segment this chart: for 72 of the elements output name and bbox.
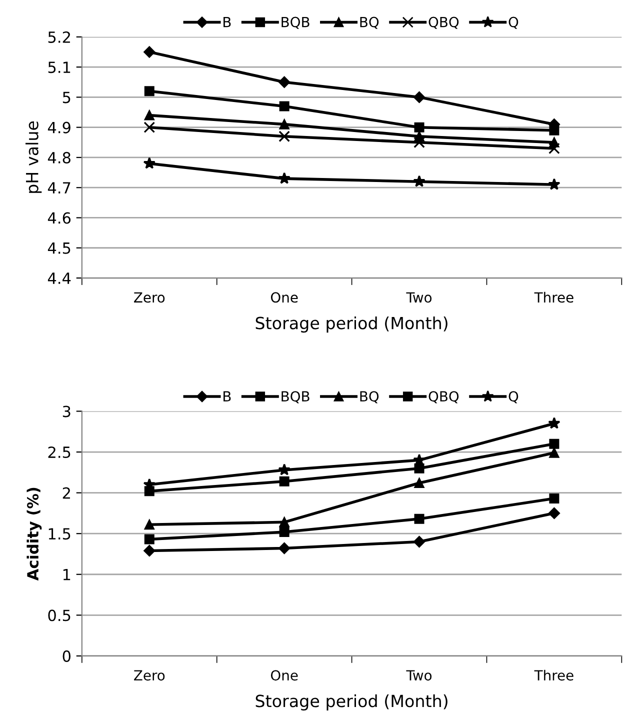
point — [414, 514, 424, 524]
legend-label: BQB — [282, 391, 310, 404]
point — [144, 544, 156, 556]
y-tick-label: 4.7 — [48, 182, 70, 194]
y-tick-label: 3 — [62, 406, 70, 418]
legend-label: Q — [508, 391, 518, 404]
x-axis-title: Storage period (Month) — [256, 694, 448, 711]
y-tick-label: 2 — [62, 487, 70, 499]
legend-label: QBQ — [428, 16, 459, 29]
x-tick-label: Two — [406, 292, 432, 303]
point — [143, 157, 156, 169]
x-tick-label: Three — [534, 670, 574, 681]
legend-label: QBQ — [428, 391, 459, 404]
x-tick-label: Zero — [134, 292, 165, 303]
y-tick-label: 0.5 — [48, 610, 70, 622]
x-tick-label: One — [270, 670, 298, 681]
y-tick-label: 0 — [62, 650, 70, 662]
point — [144, 534, 154, 544]
y-axis-title: pH value — [26, 121, 42, 193]
point — [414, 463, 424, 474]
y-tick-label: 4.9 — [48, 122, 70, 134]
y-tick-label: 5.1 — [48, 62, 70, 74]
point — [414, 91, 426, 103]
point — [279, 526, 290, 537]
point — [279, 101, 290, 112]
point — [144, 520, 154, 530]
point — [414, 536, 426, 548]
y-tick-label: 5.2 — [48, 31, 70, 43]
point — [414, 122, 424, 132]
y-tick-label: 4.6 — [48, 212, 71, 224]
point — [279, 119, 290, 130]
legend-label: BQ — [360, 16, 379, 29]
point — [548, 507, 560, 519]
y-tick-label: 2.5 — [48, 446, 70, 458]
point — [414, 136, 425, 148]
y-tick-label: 5 — [62, 92, 70, 104]
point — [279, 517, 290, 528]
y-tick-label: 4.5 — [48, 242, 70, 254]
point — [144, 122, 156, 134]
point — [549, 448, 560, 458]
legend-label: B — [224, 16, 231, 28]
point — [144, 110, 154, 120]
x-tick-label: One — [270, 292, 298, 303]
legend-label: BQB — [282, 16, 310, 29]
x-tick-label: Zero — [134, 670, 165, 681]
y-tick-label: 1.5 — [48, 528, 70, 540]
legend-label: BQ — [360, 391, 379, 404]
legend-label: Q — [508, 16, 518, 29]
point — [144, 86, 154, 96]
point — [278, 130, 290, 142]
point — [548, 178, 560, 190]
point — [549, 438, 560, 449]
x-axis-title: Storage period (Month) — [256, 316, 448, 333]
y-tick-label: 4.8 — [48, 152, 70, 164]
point — [548, 417, 560, 429]
y-axis-title: Acidity (%) — [26, 488, 42, 581]
y-tick-label: 4.4 — [48, 272, 71, 284]
point — [278, 76, 290, 88]
point — [414, 478, 424, 488]
point — [278, 542, 290, 554]
point — [549, 494, 560, 504]
point — [548, 142, 560, 154]
x-tick-label: Three — [534, 292, 574, 303]
y-tick-label: 1 — [63, 569, 70, 580]
point — [549, 125, 560, 136]
x-tick-label: Two — [406, 670, 432, 681]
legend-label: B — [224, 391, 231, 402]
point — [279, 476, 290, 486]
point — [413, 175, 426, 187]
point — [278, 464, 290, 476]
point — [144, 46, 156, 58]
point — [278, 172, 290, 184]
